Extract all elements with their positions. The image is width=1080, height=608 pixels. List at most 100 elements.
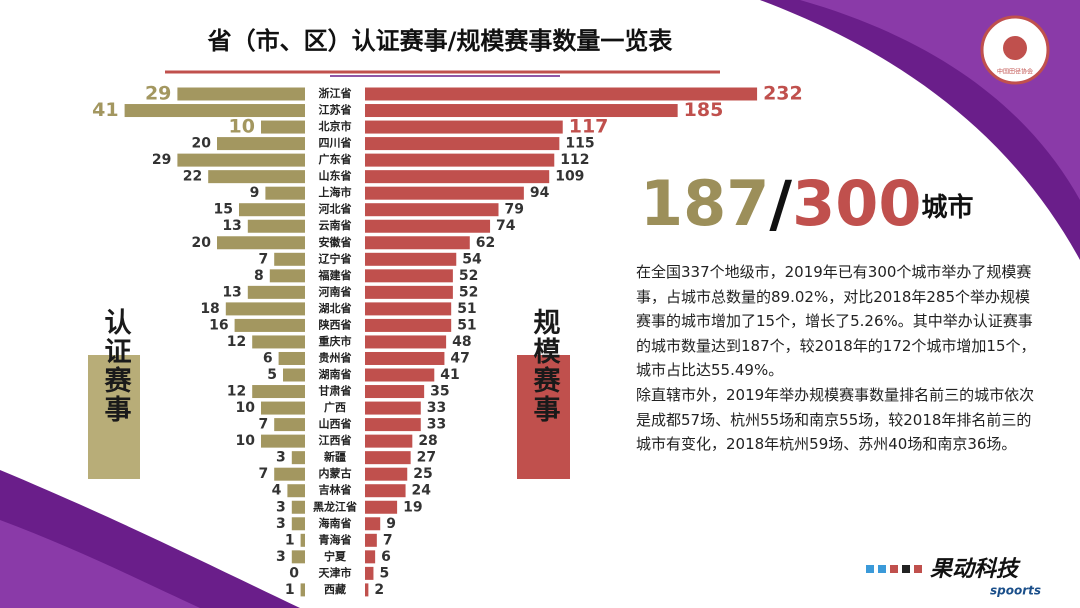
- bar-right: [365, 285, 453, 299]
- value-label-right: 185: [684, 99, 724, 121]
- value-label-left: 20: [192, 235, 212, 251]
- value-label-left: 18: [200, 301, 219, 317]
- bar-right: [365, 252, 457, 266]
- value-label-left: 7: [258, 251, 268, 267]
- value-label-left: 7: [258, 417, 268, 433]
- bar-left: [261, 401, 305, 415]
- bar-left: [291, 550, 305, 564]
- category-label: 西藏: [324, 582, 346, 596]
- bar-left: [252, 385, 305, 399]
- legend-label: 规模赛事: [529, 308, 562, 424]
- category-label: 山东省: [319, 169, 352, 183]
- category-label: 内蒙古: [319, 466, 352, 480]
- value-label-left: 12: [227, 384, 246, 400]
- value-label-left: 3: [276, 499, 286, 515]
- value-label-right: 25: [413, 466, 432, 482]
- value-label-left: 12: [227, 334, 246, 350]
- bar-left: [234, 318, 305, 332]
- body-text: 在全国337个地级市，2019年已有300个城市举办了规模赛事，占城市总数量的8…: [636, 260, 1036, 457]
- value-label-left: 41: [92, 99, 118, 121]
- category-label: 青海省: [319, 532, 352, 546]
- category-label: 黑龙江省: [313, 499, 357, 513]
- value-label-left: 0: [289, 565, 299, 581]
- value-label-left: 7: [258, 466, 268, 482]
- value-label-right: 7: [383, 532, 393, 548]
- bar-right: [365, 385, 425, 399]
- value-label-left: 1: [285, 582, 295, 598]
- category-label: 贵州省: [319, 350, 352, 364]
- category-label: 辽宁省: [319, 251, 352, 265]
- bar-left: [278, 351, 305, 365]
- bar-right: [365, 368, 435, 382]
- value-label-left: 1: [285, 532, 295, 548]
- value-label-right: 35: [430, 384, 449, 400]
- bar-right: [365, 550, 376, 564]
- bar-left: [274, 467, 305, 481]
- value-label-right: 112: [560, 152, 589, 168]
- bar-left: [177, 87, 305, 101]
- bar-right: [365, 137, 560, 151]
- bar-right: [365, 203, 499, 217]
- bar-right: [365, 87, 758, 101]
- value-label-left: 9: [250, 185, 260, 201]
- bar-right: [365, 186, 524, 200]
- title: 省（市、区）认证赛事/规模赛事数量一览表: [207, 27, 674, 55]
- bar-left: [265, 186, 305, 200]
- logo-sub: spoorts: [990, 584, 1041, 598]
- category-label: 北京市: [319, 119, 352, 133]
- bar-left: [177, 153, 305, 167]
- bar-left: [124, 104, 305, 118]
- decor-bottom-2: [0, 520, 200, 608]
- bar-right: [365, 170, 550, 184]
- headline-total: 300: [792, 167, 921, 240]
- legend-box-right: [517, 355, 570, 479]
- bar-left: [291, 500, 305, 514]
- bar-right: [365, 451, 411, 465]
- value-label-left: 5: [267, 367, 277, 383]
- bar-right: [365, 484, 406, 498]
- bar-left: [225, 302, 305, 316]
- bar-left: [247, 219, 305, 233]
- logo-stripes: [866, 565, 922, 573]
- value-label-right: 2: [374, 582, 384, 598]
- category-label: 重庆市: [319, 334, 352, 348]
- bar-right: [365, 302, 452, 316]
- category-label: 宁夏: [324, 549, 347, 563]
- category-label: 湖南省: [319, 367, 352, 381]
- bar-left: [300, 533, 305, 547]
- category-label: 浙江省: [319, 86, 352, 100]
- bar-right: [365, 104, 678, 118]
- bar-right: [365, 434, 413, 448]
- value-label-left: 16: [209, 317, 228, 333]
- bar-right: [365, 418, 421, 432]
- value-label-left: 29: [145, 83, 171, 105]
- value-label-right: 41: [440, 367, 459, 383]
- bar-right: [365, 269, 453, 283]
- bar-left: [252, 335, 305, 349]
- headline-slash: /: [769, 167, 792, 240]
- value-label-right: 33: [427, 417, 446, 433]
- category-label: 上海市: [319, 185, 352, 199]
- category-label: 四川省: [319, 136, 352, 150]
- value-label-right: 33: [427, 400, 446, 416]
- bar-left: [269, 269, 305, 283]
- value-label-right: 62: [476, 235, 495, 251]
- bar-right: [365, 566, 374, 580]
- value-label-left: 4: [272, 483, 282, 499]
- bar-right: [365, 318, 452, 332]
- bar-right: [365, 351, 445, 365]
- bar-right: [365, 517, 381, 531]
- category-label: 海南省: [319, 516, 352, 530]
- bar-left: [287, 484, 305, 498]
- value-label-left: 13: [222, 284, 241, 300]
- bar-left: [261, 120, 305, 134]
- category-label: 湖北省: [319, 301, 352, 315]
- value-label-right: 79: [505, 202, 524, 218]
- value-label-left: 3: [276, 450, 286, 466]
- paragraph: 在全国337个地级市，2019年已有300个城市举办了规模赛事，占城市总数量的8…: [636, 263, 1036, 380]
- bar-right: [365, 500, 398, 514]
- value-label-right: 24: [412, 483, 432, 499]
- value-label-left: 29: [152, 152, 171, 168]
- value-label-right: 48: [452, 334, 471, 350]
- legend-label: 认证赛事: [100, 308, 133, 424]
